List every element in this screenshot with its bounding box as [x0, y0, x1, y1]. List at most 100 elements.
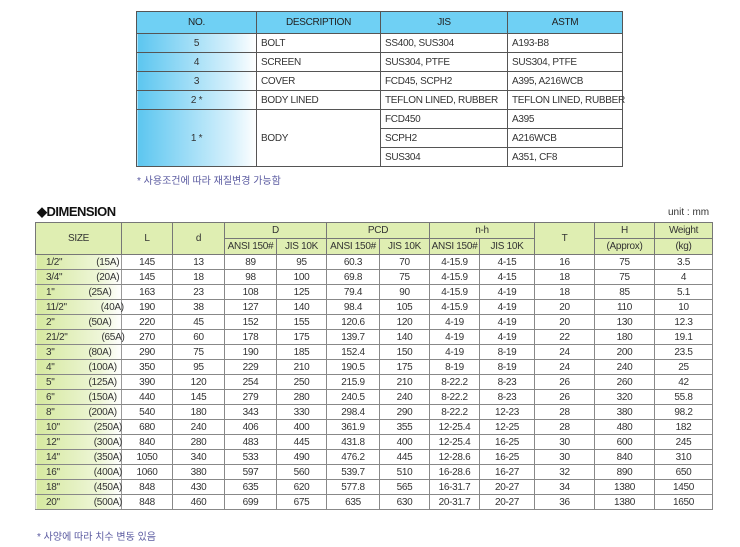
l-cell: 680 [121, 419, 173, 435]
table-row: 20" (500A) 848 460 699 675 635 630 20-31.7 20-27 3… [35, 494, 714, 510]
l-cell: 270 [121, 329, 173, 345]
l-cell: 163 [121, 284, 173, 300]
d-jis-cell: 280 [275, 389, 328, 405]
h-cell: 600 [594, 434, 656, 450]
weight-cell: 310 [654, 449, 714, 465]
d-small-cell: 23 [172, 284, 225, 300]
h-cell: 1380 [594, 494, 656, 510]
size-inch: 2" [46, 316, 55, 328]
d-jis-cell: 185 [275, 344, 328, 360]
l-cell: 220 [121, 314, 173, 330]
nh-jis-cell: 16-25 [479, 434, 536, 450]
size-cell: 4" (100A) [35, 359, 122, 375]
d-ansi-cell: 597 [224, 464, 277, 480]
pcd-jis-cell: 75 [379, 269, 431, 285]
size-inch: 3" [46, 346, 55, 358]
nh-ansi-cell: 8-22.2 [429, 389, 481, 405]
size-inch: 14" [46, 451, 60, 463]
part-description: COVER [256, 71, 381, 91]
pcd-jis-cell: 630 [379, 494, 431, 510]
t-cell: 22 [534, 329, 596, 345]
nh-ansi-cell: 4-15.9 [429, 254, 481, 270]
d-small-cell: 45 [172, 314, 225, 330]
size-a: (65A) [101, 331, 125, 343]
d-jis-cell: 95 [275, 254, 328, 270]
pcd-jis-cell: 105 [379, 299, 431, 315]
size-a: (350A) [93, 451, 123, 463]
nh-ansi-cell: 4-19 [429, 314, 481, 330]
table-row: 10" (250A) 680 240 406 400 361.9 355 12-25.4 12-2… [35, 419, 714, 435]
header-nh-jis: JIS 10K [479, 238, 536, 255]
size-a: (125A) [88, 376, 118, 388]
t-cell: 18 [534, 269, 596, 285]
t-cell: 30 [534, 434, 596, 450]
h-cell: 110 [594, 299, 656, 315]
d-ansi-cell: 483 [224, 434, 277, 450]
nh-jis-cell: 20-27 [479, 479, 536, 495]
h-cell: 85 [594, 284, 656, 300]
table-row: 2" (50A) 220 45 152 155 120.6 120 4-19 4-19 20 130 1… [35, 314, 714, 330]
table-row: 21/2" (65A) 270 60 178 175 139.7 140 4-19 4-19 22 1… [35, 329, 714, 345]
pcd-ansi-cell: 79.4 [326, 284, 381, 300]
part-description: BOLT [256, 33, 381, 53]
nh-jis-cell: 4-15 [479, 254, 536, 270]
d-ansi-cell: 89 [224, 254, 277, 270]
d-small-cell: 380 [172, 464, 225, 480]
part-no: 1 * [136, 109, 257, 167]
size-a: (400A) [93, 466, 123, 478]
part-no: 2 * [136, 90, 257, 110]
pcd-ansi-cell: 215.9 [326, 374, 381, 390]
header-h: H [594, 222, 656, 239]
materials-note: * 사용조건에 따라 재질변경 가능함 [137, 176, 281, 187]
l-cell: 350 [121, 359, 173, 375]
l-cell: 145 [121, 269, 173, 285]
table-row: 11/2" (40A) 190 38 127 140 98.4 105 4-15.9 4-19 20… [35, 299, 714, 315]
size-cell: 2" (50A) [35, 314, 122, 330]
pcd-ansi-cell: 69.8 [326, 269, 381, 285]
size-cell: 18" (450A) [35, 479, 122, 495]
pcd-ansi-cell: 431.8 [326, 434, 381, 450]
weight-cell: 25 [654, 359, 714, 375]
table-row: 18" (450A) 848 430 635 620 577.8 565 16-31.7 20-2… [35, 479, 714, 495]
d-ansi-cell: 279 [224, 389, 277, 405]
weight-cell: 19.1 [654, 329, 714, 345]
h-cell: 1380 [594, 479, 656, 495]
pcd-jis-cell: 210 [379, 374, 431, 390]
pcd-ansi-cell: 120.6 [326, 314, 381, 330]
t-cell: 26 [534, 389, 596, 405]
header-jis: JIS [380, 11, 508, 34]
l-cell: 1060 [121, 464, 173, 480]
header-l: L [121, 222, 173, 255]
size-cell: 5" (125A) [35, 374, 122, 390]
part-description: SCREEN [256, 52, 381, 72]
table-row: 12" (300A) 840 280 483 445 431.8 400 12-25.4 16-2… [35, 434, 714, 450]
l-cell: 848 [121, 494, 173, 510]
part-no: 4 [136, 52, 257, 72]
size-inch: 4" [46, 361, 55, 373]
nh-jis-cell: 8-19 [479, 359, 536, 375]
l-cell: 540 [121, 404, 173, 420]
pcd-ansi-cell: 635 [326, 494, 381, 510]
t-cell: 26 [534, 374, 596, 390]
pcd-ansi-cell: 240.5 [326, 389, 381, 405]
pcd-jis-cell: 70 [379, 254, 431, 270]
size-inch: 11/2" [46, 301, 67, 313]
size-cell: 3" (80A) [35, 344, 122, 360]
d-jis-cell: 125 [275, 284, 328, 300]
d-jis-cell: 210 [275, 359, 328, 375]
weight-cell: 10 [654, 299, 714, 315]
t-cell: 34 [534, 479, 596, 495]
d-jis-cell: 400 [275, 419, 328, 435]
d-small-cell: 180 [172, 404, 225, 420]
weight-cell: 5.1 [654, 284, 714, 300]
h-cell: 240 [594, 359, 656, 375]
part-astm: SUS304, PTFE [507, 52, 623, 72]
header-no: NO. [136, 11, 257, 34]
header-t: T [534, 222, 596, 255]
d-small-cell: 120 [172, 374, 225, 390]
part-description: BODY [256, 109, 381, 167]
part-astm: A395 [507, 109, 623, 129]
pcd-jis-cell: 120 [379, 314, 431, 330]
h-cell: 75 [594, 269, 656, 285]
size-cell: 1" (25A) [35, 284, 122, 300]
